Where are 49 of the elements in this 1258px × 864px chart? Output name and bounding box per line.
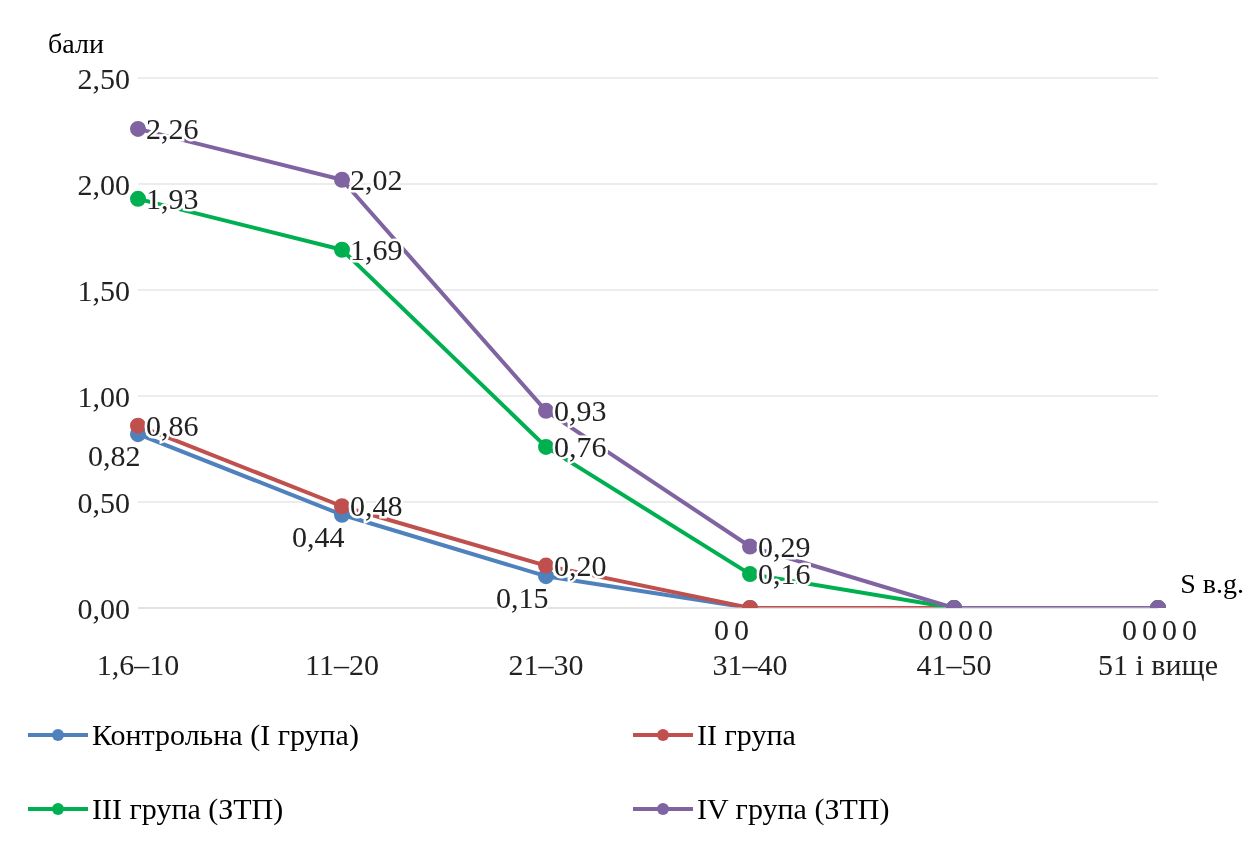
data-label: 1,69 [350,232,403,266]
y-tick-label: 1,50 [77,273,130,307]
data-label: 0 [1182,613,1197,646]
data-label: 0,86 [146,408,199,442]
data-label: 0 [1122,613,1137,646]
data-label: 2,26 [146,111,199,145]
point [130,120,146,137]
point [538,557,554,574]
point [538,438,554,455]
point [130,417,146,434]
data-label: 1,93 [146,181,199,215]
x-tick-label: 31–40 [712,648,788,682]
data-label: 0 [978,613,993,646]
legend-label: ІІІ група (ЗТП) [92,792,284,826]
x-tick-label: 41–50 [916,648,992,682]
data-label: 0,48 [350,489,403,523]
legend-label: ІV група (ЗТП) [697,792,890,826]
legend-label: ІІ група [697,718,796,752]
data-label: 0,93 [554,393,607,427]
x-tick-label: 1,6–10 [96,648,180,682]
point [334,241,350,258]
data-label: 0 [734,613,749,646]
point [538,402,554,419]
point [130,190,146,207]
y-tick-label: 2,00 [77,167,130,201]
point [742,538,758,555]
point [334,498,350,515]
point [334,171,350,188]
y-axis-title: бали [48,28,104,60]
data-label: 0,15 [496,581,549,615]
y-tick-label: 0,50 [77,485,130,519]
data-label: 0 [958,613,973,646]
legend-label: Контрольна (І група) [92,718,359,752]
data-label: 0,82 [88,439,141,473]
x-tick-label: 51 і вище [1098,648,1218,682]
data-label: 0,44 [292,519,345,553]
y-tick-label: 1,00 [77,379,130,413]
data-label: 0 [1162,613,1177,646]
data-label: 0 [714,613,729,646]
x-tick-label: 11–20 [305,648,379,682]
x-tick-label: 21–30 [508,648,584,682]
data-label: 0 [1142,613,1157,646]
y-tick-label: 0,00 [77,591,130,625]
x-axis-title: S в.g. [1180,568,1244,600]
data-label: 2,02 [350,162,403,196]
data-label: 0 [918,613,933,646]
point [742,566,758,583]
data-label: 0 [938,613,953,646]
y-tick-label: 2,50 [77,61,130,95]
